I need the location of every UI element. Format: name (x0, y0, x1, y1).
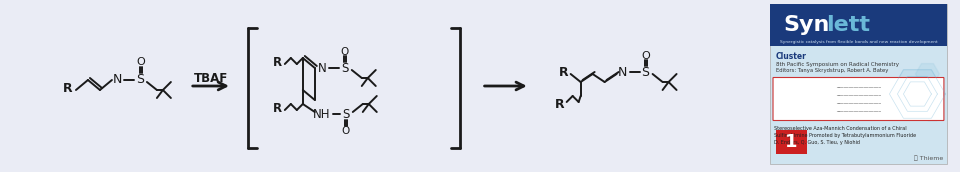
Text: S: S (341, 62, 348, 74)
Text: lett: lett (827, 15, 871, 35)
Text: N: N (113, 73, 123, 85)
Bar (776, 130, 807, 154)
Polygon shape (916, 64, 940, 84)
Text: R: R (274, 101, 282, 115)
Text: Syn: Syn (783, 15, 829, 35)
Text: Stereoselective Aza-Mannich Condensation of a Chiral: Stereoselective Aza-Mannich Condensation… (774, 126, 906, 131)
Text: Ⓣ Thieme: Ⓣ Thieme (914, 155, 944, 161)
FancyBboxPatch shape (773, 78, 944, 121)
Text: TBAF: TBAF (194, 72, 228, 84)
Text: ──────────────────: ────────────────── (836, 94, 881, 98)
Text: ──────────────────: ────────────────── (836, 102, 881, 106)
Polygon shape (924, 107, 941, 121)
Text: S: S (342, 108, 349, 121)
Text: R: R (559, 66, 568, 78)
Polygon shape (898, 100, 918, 118)
Bar (770, 4, 948, 164)
Text: Sulfinyl Imine Promoted by Tetrabutylammonium Fluoride: Sulfinyl Imine Promoted by Tetrabutylamm… (774, 133, 916, 138)
Text: ──────────────────: ────────────────── (836, 86, 881, 90)
Text: NH: NH (313, 108, 330, 121)
Polygon shape (890, 70, 946, 118)
Text: R: R (63, 82, 73, 94)
Text: O: O (641, 51, 650, 61)
Text: Synergistic catalysis from flexible bonds and new reaction development: Synergistic catalysis from flexible bond… (780, 40, 937, 44)
Text: 1: 1 (785, 133, 798, 151)
Text: N: N (618, 66, 627, 78)
Polygon shape (903, 82, 931, 106)
Text: D. Enders, Q. Guo, S. Tieu, y Niohid: D. Enders, Q. Guo, S. Tieu, y Niohid (774, 140, 859, 145)
Text: S: S (136, 73, 144, 85)
Text: O: O (136, 57, 145, 67)
Text: O: O (341, 47, 348, 57)
Text: Editors: Tanya Skrydstrup, Robert A. Batey: Editors: Tanya Skrydstrup, Robert A. Bat… (776, 67, 888, 73)
Polygon shape (898, 77, 937, 111)
Text: N: N (318, 62, 326, 74)
Text: R: R (555, 98, 564, 110)
Text: R: R (274, 56, 282, 68)
Bar (770, 4, 948, 46)
Text: S: S (641, 66, 650, 78)
Text: ──────────────────: ────────────────── (836, 110, 881, 114)
Text: 8th Pacific Symposium on Radical Chemistry: 8th Pacific Symposium on Radical Chemist… (776, 62, 899, 67)
Text: O: O (342, 126, 349, 136)
Text: Cluster: Cluster (776, 51, 806, 61)
